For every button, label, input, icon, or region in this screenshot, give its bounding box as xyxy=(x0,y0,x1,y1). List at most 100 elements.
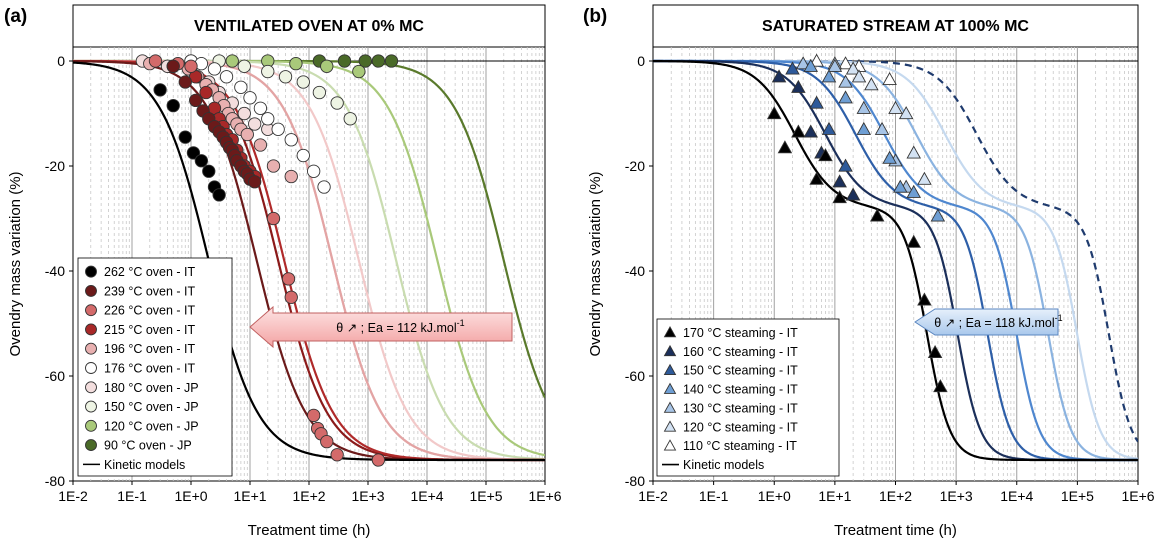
legend-marker xyxy=(663,401,677,413)
y-tick-label: -80 xyxy=(625,473,645,489)
legend-label: 140 °C steaming - IT xyxy=(683,383,798,397)
title-box xyxy=(72,4,546,48)
data-point xyxy=(818,148,833,162)
data-point xyxy=(281,272,296,286)
legend-marker xyxy=(663,344,677,357)
legend-label: 150 °C oven - JP xyxy=(104,400,199,414)
data-point xyxy=(296,148,310,163)
legend-marker xyxy=(663,420,677,432)
panel-a: VENTILATED OVEN AT 0% MC (a) 1E-2 1E-1 1E+0 1… xyxy=(4,4,562,539)
data-point xyxy=(906,184,922,198)
x-tick-label: 1E+0 xyxy=(758,488,791,504)
data-point xyxy=(906,234,922,248)
annotation-arrow-shape xyxy=(914,308,1059,336)
data-point xyxy=(178,130,192,144)
data-point xyxy=(153,83,167,97)
legend-label-models: Kinetic models xyxy=(104,458,185,472)
data-point xyxy=(343,112,357,126)
data-point xyxy=(289,56,303,71)
y-tick-label: -80 xyxy=(45,473,65,489)
data-point xyxy=(882,71,897,86)
annotation-text: θ ↗ ; Ea = 118 kJ.mol-1 xyxy=(934,313,1062,330)
legend-marker xyxy=(85,342,97,355)
x-tick-label: 1E+2 xyxy=(292,488,325,504)
legend-label: 239 °C oven - IT xyxy=(104,284,196,298)
data-point xyxy=(791,79,806,93)
y-axis-label: Ovendry mass variation (%) xyxy=(7,171,24,356)
data-point xyxy=(803,58,819,72)
legend-label: 226 °C oven - IT xyxy=(104,304,196,318)
x-tick-label: 1E-2 xyxy=(58,488,88,504)
x-tick-label: 1E-1 xyxy=(117,488,147,504)
data-point xyxy=(832,190,847,204)
data-point xyxy=(320,434,334,449)
data-point xyxy=(821,69,837,83)
panel-b: SATURATED STREAM AT 100% MC (b) 1E-2 1E-1 1E… xyxy=(583,4,1155,539)
x-tick-label: 1E+0 xyxy=(174,488,207,504)
x-tick-label: 1E-2 xyxy=(638,488,668,504)
chart-title: SATURATED STREAM AT 100% MC xyxy=(762,18,1029,35)
legend-label: 110 °C steaming - IT xyxy=(683,439,797,453)
model-curve xyxy=(653,59,1138,443)
y-tick-label: -40 xyxy=(45,263,65,279)
data-point xyxy=(189,93,203,108)
data-point xyxy=(358,54,372,68)
data-point xyxy=(845,187,861,201)
annotation-sup: -1 xyxy=(457,318,465,328)
data-point xyxy=(284,133,298,147)
legend-label: 180 °C oven - JP xyxy=(104,381,199,395)
y-tick-label: -40 xyxy=(625,263,645,279)
y-tick-label: -60 xyxy=(45,368,65,384)
legend-label: 262 °C oven - IT xyxy=(104,265,196,279)
data-point xyxy=(838,158,853,172)
data-point xyxy=(317,180,331,194)
x-tick-label: 1E+1 xyxy=(818,488,851,504)
data-point xyxy=(253,101,268,115)
legend-label: 176 °C oven - IT xyxy=(104,362,196,376)
x-tick-label: 1E-1 xyxy=(699,488,729,504)
legend-label: 120 °C steaming - IT xyxy=(683,420,798,434)
data-point xyxy=(330,448,344,462)
legend-label-models: Kinetic models xyxy=(683,458,764,472)
x-tick-label: 1E+1 xyxy=(233,488,266,504)
data-point xyxy=(809,171,824,185)
data-points xyxy=(766,53,948,393)
x-tick-label: 1E+3 xyxy=(940,488,973,504)
annotation-arrow: θ ↗ ; Ea = 118 kJ.mol-1 xyxy=(914,308,1063,336)
x-tick-label: 1E+4 xyxy=(1000,488,1033,504)
data-point xyxy=(312,85,327,100)
data-point xyxy=(869,208,885,222)
data-point xyxy=(838,56,853,70)
model-curves xyxy=(653,59,1138,462)
x-tick-label: 1E+2 xyxy=(879,488,912,504)
legend-marker xyxy=(85,400,97,413)
data-point xyxy=(240,127,254,142)
data-point xyxy=(893,179,908,193)
data-point xyxy=(838,74,853,88)
panel-label: (b) xyxy=(583,6,607,27)
data-point xyxy=(194,154,209,168)
data-point xyxy=(237,106,251,121)
legend: 170 °C steaming - IT 160 °C steaming - IT… xyxy=(656,318,840,477)
annotation-arrow: θ ↗ ; Ea = 112 kJ.mol-1 xyxy=(249,305,513,349)
data-point xyxy=(791,124,806,138)
legend-box xyxy=(77,257,233,477)
data-point xyxy=(207,62,222,76)
data-point xyxy=(166,59,180,73)
y-tick-label: 0 xyxy=(57,53,65,69)
data-point xyxy=(917,292,932,306)
data-point xyxy=(371,54,386,68)
x-tick-label: 1E+3 xyxy=(351,488,384,504)
data-point xyxy=(856,121,872,135)
y-tick-label: -20 xyxy=(45,158,65,174)
data-point xyxy=(771,69,787,83)
data-point xyxy=(882,150,897,164)
data-point xyxy=(202,164,216,178)
data-point xyxy=(821,121,837,135)
title-box xyxy=(652,4,1139,48)
data-point xyxy=(888,100,903,114)
data-point xyxy=(307,408,321,423)
data-point xyxy=(352,64,366,79)
data-point xyxy=(284,169,298,184)
